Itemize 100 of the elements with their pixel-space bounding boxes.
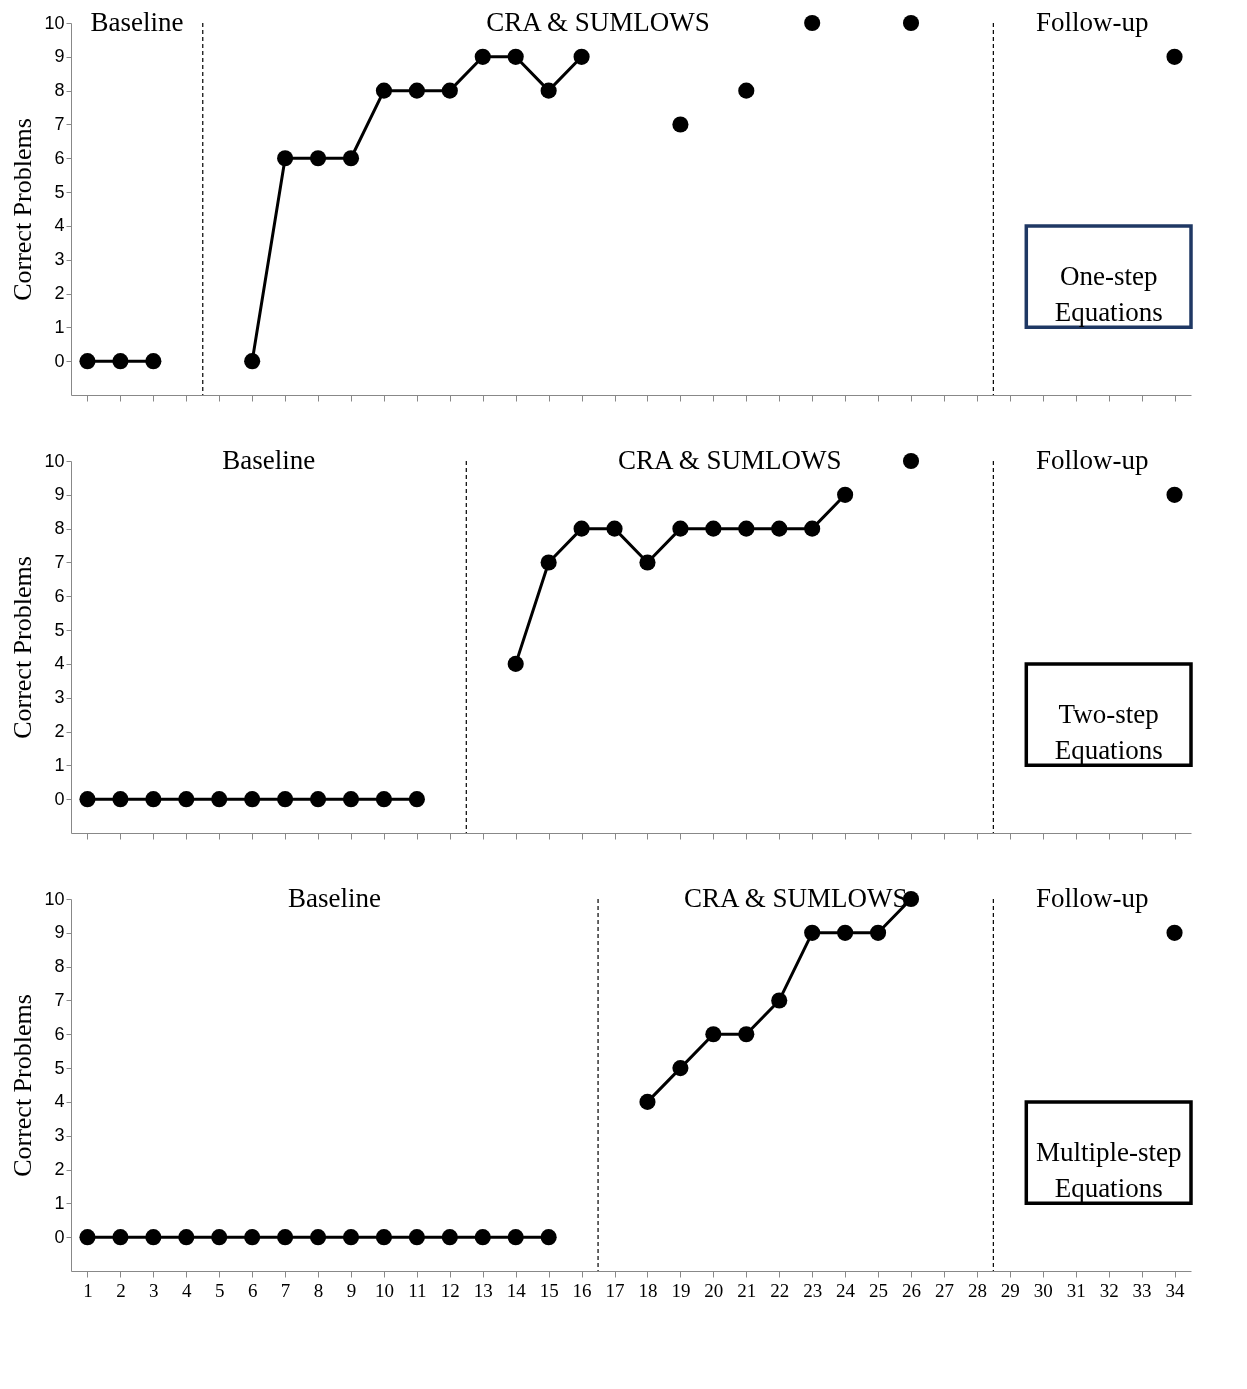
point bbox=[672, 116, 689, 133]
point bbox=[408, 791, 425, 808]
x-tick-label: 6 bbox=[247, 1279, 258, 1301]
x-tick-label: 11 bbox=[408, 1279, 427, 1301]
y-tick-label: 4 bbox=[54, 215, 65, 236]
point bbox=[771, 992, 788, 1009]
point bbox=[474, 1229, 491, 1246]
point bbox=[178, 1229, 195, 1246]
point bbox=[211, 1229, 228, 1246]
x-tick-label: 4 bbox=[182, 1279, 193, 1301]
point bbox=[771, 520, 788, 537]
x-tick-label: 22 bbox=[770, 1279, 790, 1301]
y-tick-label: 6 bbox=[54, 1023, 65, 1044]
x-tick-label: 15 bbox=[539, 1279, 559, 1301]
x-tick-label: 19 bbox=[671, 1279, 691, 1301]
point bbox=[639, 1093, 656, 1110]
x-tick-label: 14 bbox=[506, 1279, 527, 1301]
annotation: Follow-up bbox=[1035, 7, 1149, 37]
point bbox=[1166, 924, 1183, 941]
y-tick-label: 7 bbox=[54, 989, 65, 1010]
point bbox=[408, 82, 425, 99]
point bbox=[902, 452, 920, 470]
point bbox=[1166, 486, 1183, 503]
point bbox=[441, 82, 458, 99]
y-tick-label: 7 bbox=[54, 113, 65, 134]
x-tick-label: 3 bbox=[149, 1279, 159, 1301]
point bbox=[474, 48, 491, 65]
point bbox=[1166, 48, 1183, 65]
y-tick-label: 8 bbox=[54, 80, 65, 101]
point bbox=[540, 554, 557, 571]
point bbox=[79, 1229, 96, 1246]
point bbox=[277, 1229, 294, 1246]
point bbox=[342, 791, 360, 808]
point bbox=[507, 655, 524, 672]
y-tick-label: 1 bbox=[54, 316, 65, 337]
y-axis-title: Correct Problems bbox=[8, 556, 38, 739]
y-tick-label: 10 bbox=[44, 12, 65, 33]
point bbox=[244, 1229, 261, 1246]
y-tick-label: 7 bbox=[54, 551, 65, 572]
x-tick-label: 32 bbox=[1099, 1279, 1119, 1301]
annotation: CRA & SUMLOWS bbox=[486, 7, 710, 37]
point bbox=[705, 1026, 722, 1043]
x-tick-label: 25 bbox=[869, 1279, 889, 1301]
y-tick-label: 0 bbox=[54, 350, 65, 371]
x-tick-label: 9 bbox=[346, 1279, 357, 1301]
y-tick-label: 9 bbox=[54, 922, 65, 943]
point bbox=[178, 791, 195, 808]
point bbox=[375, 82, 392, 99]
y-axis-title: Correct Problems bbox=[8, 994, 38, 1177]
x-tick-label: 28 bbox=[967, 1279, 987, 1301]
x-tick-label: 7 bbox=[280, 1279, 291, 1301]
point bbox=[738, 82, 755, 99]
point bbox=[738, 1026, 755, 1043]
point bbox=[408, 1229, 425, 1246]
x-tick-label: 30 bbox=[1033, 1279, 1053, 1301]
y-tick-label: 1 bbox=[54, 1192, 65, 1213]
x-tick-label: 16 bbox=[572, 1279, 592, 1301]
y-tick-label: 3 bbox=[54, 687, 65, 708]
y-tick-label: 3 bbox=[54, 1125, 65, 1146]
annotation: Follow-up bbox=[1035, 883, 1149, 913]
point bbox=[573, 520, 590, 537]
x-tick-label: 18 bbox=[638, 1279, 658, 1301]
point bbox=[507, 48, 524, 65]
y-tick-label: 5 bbox=[54, 181, 65, 202]
point bbox=[342, 150, 360, 167]
y-tick-label: 10 bbox=[44, 888, 65, 909]
point bbox=[375, 791, 392, 808]
x-tick-label: 17 bbox=[605, 1279, 625, 1301]
y-tick-label: 2 bbox=[54, 721, 65, 742]
point bbox=[310, 1229, 327, 1246]
x-tick-label: 12 bbox=[440, 1279, 460, 1301]
point bbox=[310, 150, 327, 167]
y-tick-label: 10 bbox=[44, 450, 65, 471]
point bbox=[145, 353, 162, 370]
x-tick-label: 23 bbox=[803, 1279, 823, 1301]
point bbox=[540, 82, 557, 99]
point bbox=[902, 14, 920, 32]
annotation: Baseline bbox=[288, 883, 382, 913]
y-axis-title: Correct Problems bbox=[8, 118, 38, 301]
point bbox=[79, 353, 96, 370]
y-tick-label: 9 bbox=[54, 484, 65, 505]
point bbox=[540, 1229, 557, 1246]
point bbox=[112, 353, 129, 370]
x-tick-label: 2 bbox=[116, 1279, 126, 1301]
y-tick-label: 0 bbox=[54, 1226, 65, 1247]
point bbox=[870, 924, 887, 941]
point bbox=[705, 520, 722, 537]
point bbox=[672, 520, 689, 537]
x-tick-label: 27 bbox=[934, 1279, 954, 1301]
annotation: Multiple-step Equations bbox=[1035, 1136, 1182, 1203]
y-tick-label: 0 bbox=[54, 788, 65, 809]
point bbox=[606, 520, 623, 537]
point bbox=[441, 1229, 458, 1246]
point bbox=[145, 791, 162, 808]
point bbox=[639, 554, 656, 571]
x-tick-label: 1 bbox=[83, 1279, 93, 1301]
y-tick-label: 1 bbox=[54, 754, 65, 775]
x-tick-label: 34 bbox=[1165, 1279, 1186, 1301]
point bbox=[79, 791, 96, 808]
x-tick-label: 29 bbox=[1000, 1279, 1020, 1301]
